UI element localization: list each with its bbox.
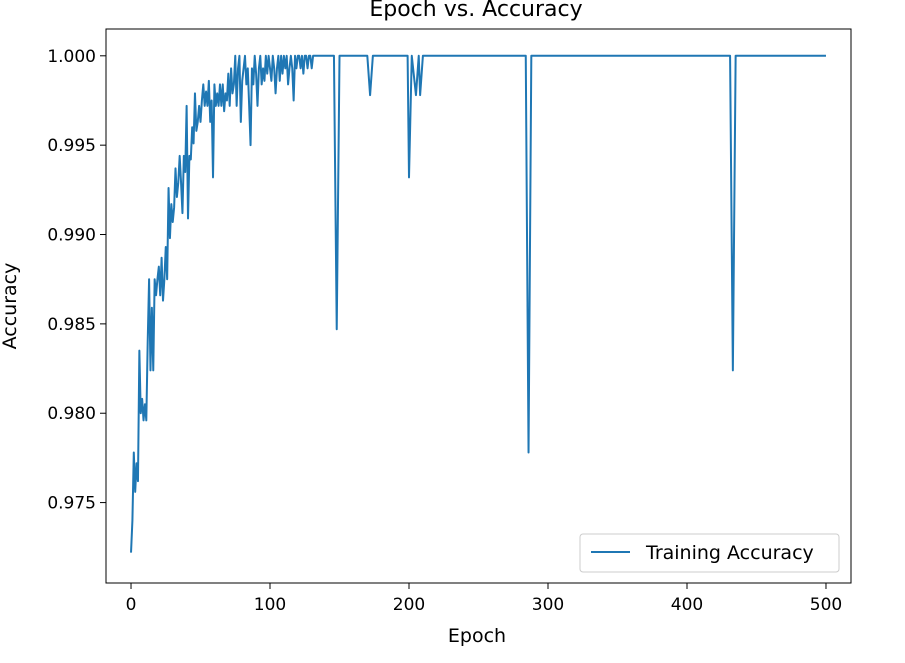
y-axis-title: Accuracy — [0, 263, 21, 350]
x-axis-ticks: 0 100 200 300 400 500 — [126, 583, 842, 615]
x-tick-label: 200 — [393, 595, 425, 615]
x-axis-title: Epoch — [448, 625, 506, 647]
y-tick-label: 1.000 — [47, 47, 96, 67]
chart-title: Epoch vs. Accuracy — [369, 0, 582, 22]
y-tick-label: 0.985 — [47, 315, 96, 335]
x-tick-label: 400 — [671, 595, 703, 615]
y-tick-label: 0.995 — [47, 136, 96, 156]
axes-frame — [105, 28, 852, 584]
y-tick-label: 0.990 — [47, 226, 96, 246]
legend-entry-training-accuracy: Training Accuracy — [645, 542, 814, 564]
series-line-training-accuracy — [130, 54, 826, 553]
legend-box — [579, 533, 840, 573]
y-tick-label: 0.980 — [47, 404, 96, 424]
x-tick-label: 300 — [532, 595, 564, 615]
legend: Training Accuracy — [579, 533, 840, 573]
x-tick-label: 0 — [126, 595, 137, 615]
x-tick-label: 500 — [810, 595, 842, 615]
x-tick-label: 100 — [254, 595, 286, 615]
series-layer — [130, 54, 826, 553]
plot-area — [106, 29, 851, 583]
y-tick-label: 0.975 — [47, 494, 96, 514]
y-axis-ticks: 0.975 0.980 0.985 0.990 0.995 1.000 — [47, 47, 106, 514]
